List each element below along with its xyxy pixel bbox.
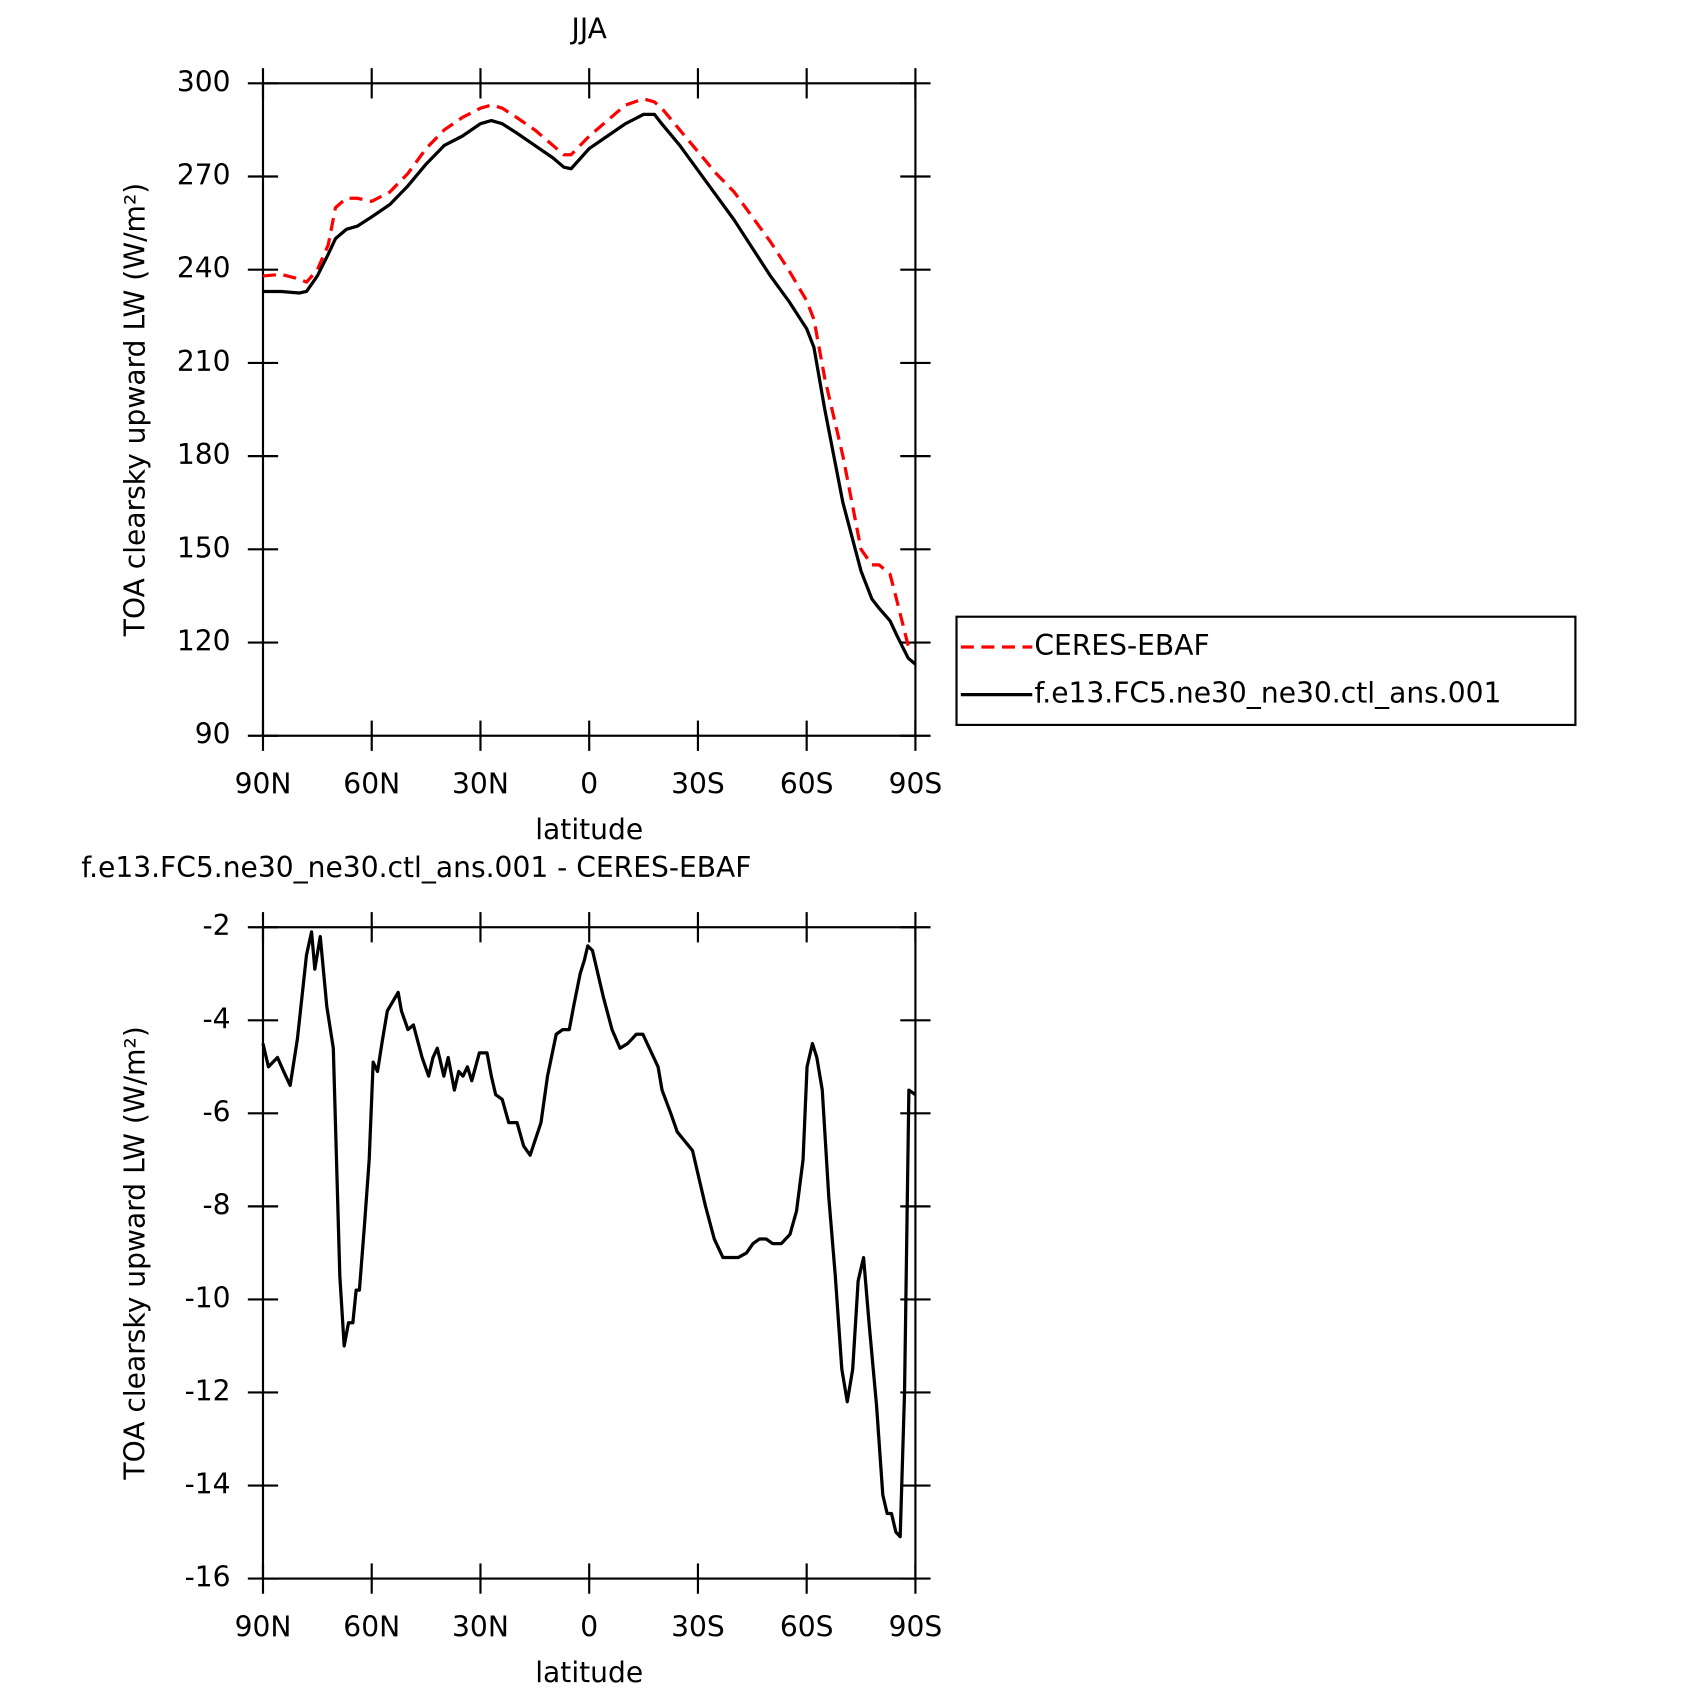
x-tick-label: 30S — [671, 1610, 725, 1643]
y-tick-label: -12 — [185, 1374, 231, 1407]
x-tick-label: 60N — [343, 768, 400, 801]
x-tick-label: 30N — [452, 1610, 509, 1643]
legend-label: f.e13.FC5.ne30_ne30.ctl_ans.001 — [1034, 677, 1501, 710]
y-tick-label: 270 — [177, 159, 231, 192]
x-axis-label: latitude — [535, 813, 643, 846]
y-tick-label: -16 — [185, 1561, 231, 1594]
x-tick-label: 30N — [452, 768, 509, 801]
x-tick-label: 0 — [580, 768, 598, 801]
y-axis-label: TOA clearsky upward LW (W/m²) — [118, 183, 151, 637]
chart-title: f.e13.FC5.ne30_ne30.ctl_ans.001 - CERES-… — [81, 851, 751, 884]
plot-frame — [261, 82, 917, 737]
x-tick-label: 30S — [671, 768, 725, 801]
data-line — [262, 97, 917, 651]
y-tick-label: 150 — [177, 531, 231, 564]
y-axis-label: TOA clearsky upward LW (W/m²) — [118, 1026, 151, 1480]
y-tick-label: -8 — [202, 1188, 230, 1221]
legend-box — [955, 615, 1577, 726]
y-tick-label: 240 — [177, 252, 231, 285]
y-tick-label: 120 — [177, 625, 231, 658]
x-tick-label: 90N — [235, 768, 292, 801]
x-tick-label: 90N — [235, 1610, 292, 1643]
y-tick-label: 90 — [195, 718, 231, 751]
data-line — [261, 930, 917, 1539]
y-tick-label: 180 — [177, 438, 231, 471]
legend-label: CERES-EBAF — [1034, 629, 1209, 662]
y-tick-label: -14 — [185, 1468, 231, 1501]
y-tick-label: -2 — [202, 909, 230, 942]
y-tick-label: 300 — [177, 65, 231, 98]
y-tick-label: -4 — [202, 1002, 230, 1035]
x-tick-label: 90S — [889, 768, 943, 801]
x-tick-label: 0 — [580, 1610, 598, 1643]
y-tick-label: -10 — [185, 1281, 231, 1314]
x-tick-label: 90S — [889, 1610, 943, 1643]
chart-title: JJA — [570, 12, 607, 45]
y-tick-label: -6 — [202, 1095, 230, 1128]
data-line — [262, 112, 917, 666]
x-tick-label: 60S — [780, 768, 834, 801]
y-tick-label: 210 — [177, 345, 231, 378]
x-axis-label: latitude — [535, 1656, 643, 1689]
x-tick-label: 60N — [343, 1610, 400, 1643]
x-tick-label: 60S — [780, 1610, 834, 1643]
